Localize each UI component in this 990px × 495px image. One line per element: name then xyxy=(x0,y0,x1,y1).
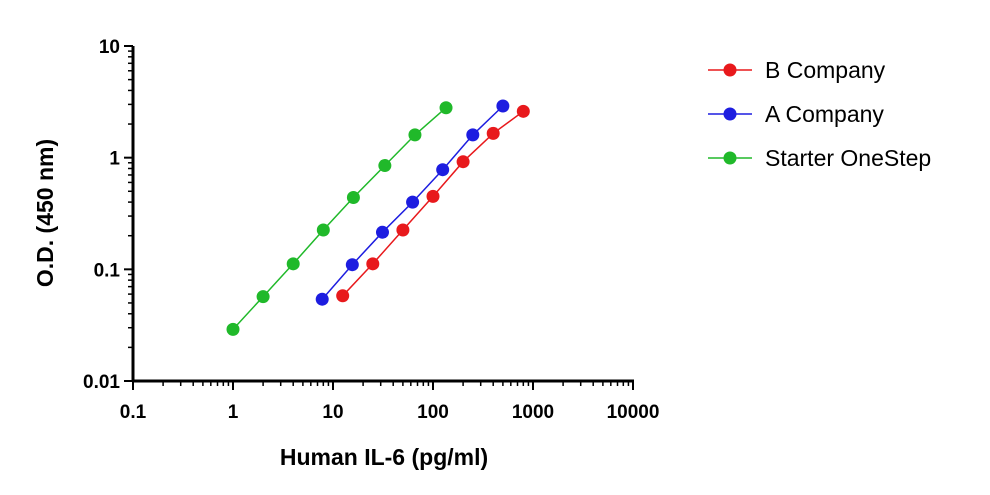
x-tick-label: 0.1 xyxy=(120,402,147,423)
legend-marker xyxy=(723,63,737,77)
y-tick-label: 1 xyxy=(109,149,120,170)
legend-item: A Company xyxy=(708,101,884,127)
legend-label: A Company xyxy=(765,101,884,127)
legend-label: B Company xyxy=(765,57,886,83)
legend-item: Starter OneStep xyxy=(708,145,931,171)
series-2 xyxy=(226,101,453,336)
data-point xyxy=(456,155,470,169)
data-point xyxy=(256,290,270,304)
data-point xyxy=(336,289,350,303)
series-line xyxy=(232,107,447,330)
data-point xyxy=(408,128,422,142)
data-point xyxy=(286,257,300,271)
y-axis-title: O.D. (450 nm) xyxy=(32,139,58,287)
legend-label: Starter OneStep xyxy=(765,145,931,171)
x-tick-label: 10 xyxy=(322,402,343,423)
data-point xyxy=(426,189,440,203)
data-point xyxy=(375,225,389,239)
data-point xyxy=(439,101,453,115)
data-point xyxy=(406,195,420,209)
x-tick-label: 1 xyxy=(228,402,239,423)
series-1 xyxy=(315,99,510,306)
legend-item: B Company xyxy=(708,57,886,83)
data-point xyxy=(396,223,410,237)
data-point xyxy=(346,190,360,204)
series-layer xyxy=(226,99,530,336)
data-point xyxy=(466,128,480,142)
x-tick-label: 100 xyxy=(417,402,449,423)
x-axis-title: Human IL-6 (pg/ml) xyxy=(280,444,488,470)
y-tick-label: 0.1 xyxy=(94,260,121,281)
legend-marker xyxy=(723,107,737,121)
legend-marker xyxy=(723,151,737,165)
data-point xyxy=(345,258,359,272)
data-point xyxy=(378,159,392,173)
data-point xyxy=(486,126,500,140)
data-point xyxy=(316,223,330,237)
data-point xyxy=(516,104,530,118)
data-point xyxy=(315,292,329,306)
y-tick-label: 0.01 xyxy=(83,372,120,393)
data-point xyxy=(436,163,450,177)
data-point xyxy=(366,257,380,271)
legend: B Company A Company Starter OneStep xyxy=(708,57,931,171)
x-tick-label: 10000 xyxy=(607,402,660,423)
data-point xyxy=(496,99,510,113)
y-tick-label: 10 xyxy=(99,37,120,58)
data-point xyxy=(226,322,240,336)
series-0 xyxy=(336,104,530,303)
x-tick-label: 1000 xyxy=(512,402,554,423)
